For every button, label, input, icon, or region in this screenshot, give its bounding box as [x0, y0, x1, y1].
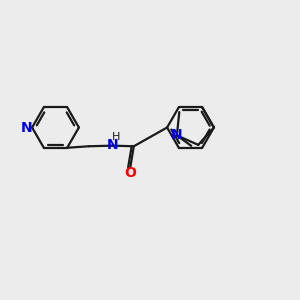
Text: N: N: [21, 121, 32, 134]
Text: O: O: [124, 166, 136, 180]
Text: H: H: [112, 132, 120, 142]
Text: N: N: [171, 128, 183, 142]
Text: N: N: [106, 138, 118, 152]
